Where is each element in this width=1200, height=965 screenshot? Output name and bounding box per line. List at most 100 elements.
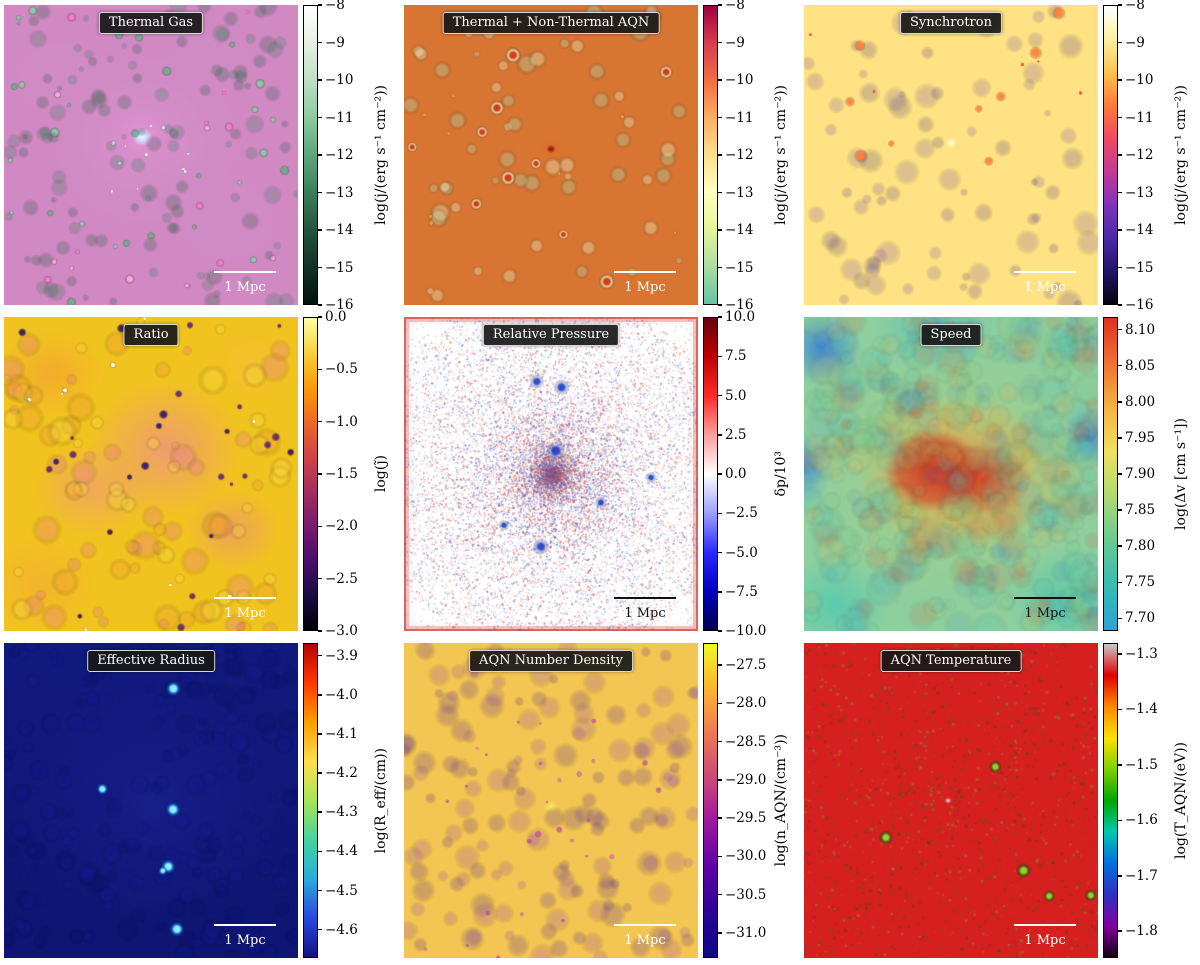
panel-title: Relative Pressure (493, 327, 609, 342)
panel: AQN Number Density 1 Mpc −27.5 −28.0 −28.5… (400, 638, 800, 965)
scale-bar: 1 Mpc (1014, 271, 1076, 295)
colorbar-tick-label: −31.0 (725, 925, 766, 941)
panel-title: Synchrotron (910, 15, 992, 30)
colorbar-tick-label: −10.0 (725, 623, 766, 639)
colorbar-tick-mark (718, 932, 722, 934)
colorbar-tick-label: −15 (725, 260, 754, 276)
colorbar-tick: −13 (1118, 185, 1154, 201)
colorbar-tick: −9 (1118, 35, 1145, 51)
panel-title: Effective Radius (97, 653, 205, 668)
panel-title: AQN Number Density (479, 653, 623, 668)
colorbar-tick-mark (1118, 509, 1122, 511)
colorbar-tick-mark (318, 811, 322, 813)
colorbar-tick-mark (1118, 154, 1122, 156)
colorbar-tick-label: −14 (725, 222, 754, 238)
scale-bar-line (214, 597, 276, 599)
colorbar-tick: −12 (1118, 147, 1154, 163)
colorbar-tick: −11 (718, 110, 754, 126)
colorbar-tick-label: −29.5 (725, 810, 766, 826)
colorbar-tick-mark (1118, 473, 1122, 475)
scale-bar-label: 1 Mpc (1024, 933, 1065, 948)
scale-bar-label: 1 Mpc (624, 933, 665, 948)
colorbar-tick: −14 (718, 222, 754, 238)
colorbar-tick-label: −15 (1125, 260, 1154, 276)
colorbar-tick: −4.3 (318, 804, 358, 820)
colorbar-tick-label: −10 (1125, 72, 1154, 88)
colorbar-tick-label: −28.5 (725, 734, 766, 750)
colorbar-tick: 7.75 (1118, 574, 1155, 590)
scale-bar: 1 Mpc (214, 271, 276, 295)
colorbar-tick-mark (318, 421, 322, 423)
colorbar-tick-label: −9 (325, 35, 345, 51)
colorbar-tick: −1.8 (1118, 923, 1158, 939)
colorbar-tick-mark (1118, 117, 1122, 119)
colorbar-tick-mark (1118, 267, 1122, 269)
colorbar-tick-mark (318, 694, 322, 696)
colorbar-tick: −3.0 (318, 623, 358, 639)
colorbar-group: −8 −9 −10 −11 −12 −13 −14 −15 −16 log(j/(erg s⁻¹… (1103, 5, 1194, 305)
heatmap-speckle-canvas (4, 5, 298, 305)
colorbar-tick: −5.0 (718, 545, 758, 561)
colorbar-tick-mark (1118, 401, 1122, 403)
colorbar-tick-mark (718, 395, 722, 397)
colorbar-tick-mark (318, 316, 322, 318)
colorbar-tick: −28.5 (718, 734, 766, 750)
colorbar-tick: −4.4 (318, 843, 358, 859)
scale-bar-line (614, 271, 676, 273)
colorbar-tick-mark (318, 851, 322, 853)
colorbar-tick: 8.05 (1118, 358, 1155, 374)
colorbar (303, 317, 318, 631)
colorbar-tick-mark (718, 4, 722, 6)
panel-title-badge: AQN Number Density (469, 650, 633, 672)
heatmap-speckle-canvas (804, 5, 1098, 305)
colorbar-group: 0.0 −0.5 −1.0 −1.5 −2.0 −2.5 −3.0 log(j̃) (303, 317, 394, 631)
panel: Effective Radius 1 Mpc −3.9 −4.0 −4.1 −4.2−… (0, 638, 400, 965)
colorbar-tick: −4.1 (318, 726, 358, 742)
colorbar-tick: −16 (1118, 297, 1154, 313)
colorbar-group: −8 −9 −10 −11 −12 −13 −14 −15 −16 log(j/(erg s⁻¹… (703, 5, 794, 305)
colorbar-tick-mark (718, 779, 722, 781)
colorbar-tick-mark (1118, 329, 1122, 331)
colorbar-tick: −4.2 (318, 765, 358, 781)
colorbar-tick: −12 (718, 147, 754, 163)
colorbar-tick-mark (718, 42, 722, 44)
heatmap-speckle-canvas (804, 317, 1098, 631)
colorbar-tick: 8.10 (1118, 322, 1155, 338)
panel: Relative Pressure 1 Mpc 10.0 7.5 5.0 2.5 0.0… (400, 312, 800, 638)
colorbar-tick-label: −4.0 (325, 687, 358, 703)
colorbar-tick-label: −4.3 (325, 804, 358, 820)
colorbar-tick: 7.90 (1118, 466, 1155, 482)
colorbar-label: log(j/(erg s⁻¹ cm⁻²)) (368, 5, 394, 305)
colorbar-tick: −13 (318, 185, 354, 201)
colorbar-tick-label: 7.75 (1125, 574, 1155, 590)
panel-title-badge: AQN Temperature (881, 650, 1022, 672)
colorbar-label: log(j/(erg s⁻¹ cm⁻²)) (768, 5, 794, 305)
colorbar-tick: −1.3 (1118, 646, 1158, 662)
colorbar-tick: 10.0 (718, 309, 755, 325)
colorbar-tick-label: 8.05 (1125, 358, 1155, 374)
colorbar-tick: −11 (1118, 110, 1154, 126)
colorbar-tick: −4.0 (318, 687, 358, 703)
heatmap-panel: Synchrotron 1 Mpc (804, 5, 1098, 305)
colorbar-tick-label: −14 (325, 222, 354, 238)
colorbar-tick: 8.00 (1118, 394, 1155, 410)
colorbar-tick-label: 7.80 (1125, 538, 1155, 554)
heatmap-speckle-canvas (4, 643, 298, 958)
colorbar-tick-mark (718, 316, 722, 318)
colorbar (303, 5, 318, 305)
colorbar-tick: −2.5 (318, 571, 358, 587)
colorbar-tick: 0.0 (318, 309, 346, 325)
colorbar-ticks: −27.5 −28.0 −28.5 −29.0 −29.5 −30.0 −30.5 −31.0 (718, 643, 768, 958)
colorbar-tick-mark (1118, 192, 1122, 194)
colorbar-tick: −2.0 (318, 518, 358, 534)
colorbar-tick-label: −4.1 (325, 726, 358, 742)
scale-bar-label: 1 Mpc (1024, 606, 1065, 621)
scale-bar-line (1014, 597, 1076, 599)
colorbar-tick-label: 7.70 (1125, 610, 1155, 626)
colorbar-tick-mark (718, 591, 722, 593)
colorbar-group: −27.5 −28.0 −28.5 −29.0 −29.5 −30.0 −30.5 −31.0… (703, 643, 794, 958)
colorbar-tick: −10 (718, 72, 754, 88)
colorbar-tick-mark (718, 513, 722, 515)
colorbar-tick-label: 7.5 (725, 348, 746, 364)
scale-bar-line (1014, 271, 1076, 273)
